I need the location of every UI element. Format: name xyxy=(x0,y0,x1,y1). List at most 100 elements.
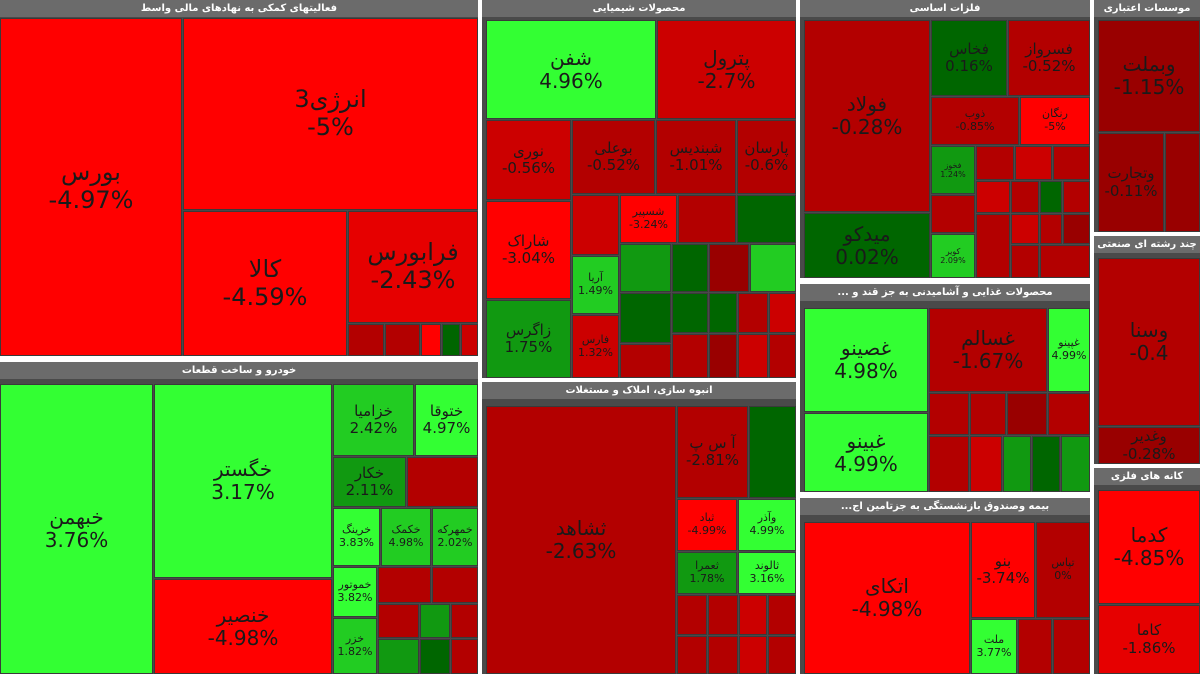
tile-khkar[interactable]: خکار 2.11% xyxy=(333,457,406,507)
tile-shafan[interactable]: شفن 4.96% xyxy=(486,20,656,119)
tile-small[interactable] xyxy=(677,636,707,674)
tile-small[interactable] xyxy=(620,293,671,343)
tile-khkamak[interactable]: خکمک 4.98% xyxy=(381,508,431,566)
tile-sharak[interactable]: شاراک -3.04% xyxy=(486,201,571,299)
tile-fkhoz[interactable]: فخوز 1.24% xyxy=(931,146,975,194)
tile-small[interactable] xyxy=(1053,146,1090,180)
tile-small[interactable] xyxy=(1040,245,1090,278)
tile-small[interactable] xyxy=(976,181,1010,213)
tile-dob[interactable]: ذوب -0.85% xyxy=(931,97,1019,145)
tile-small[interactable] xyxy=(1032,436,1060,492)
tile-small[interactable] xyxy=(348,324,384,356)
tile-khmehr[interactable]: خمهرکه 2.02% xyxy=(432,508,478,566)
tile-small[interactable] xyxy=(970,393,1006,435)
tile-small[interactable] xyxy=(976,214,1010,278)
tile-small[interactable] xyxy=(750,244,796,292)
tile-kdama[interactable]: کدما -4.85% xyxy=(1098,490,1200,604)
tile-energy3[interactable]: انرژی3 -5% xyxy=(183,18,478,210)
tile-small[interactable] xyxy=(1015,146,1052,180)
tile-shebandis[interactable]: شبندیس -1.01% xyxy=(656,120,736,194)
tile-small[interactable] xyxy=(1165,133,1200,232)
tile-small[interactable] xyxy=(672,293,708,333)
tile-small[interactable] xyxy=(572,195,619,255)
tile-tapas[interactable]: تپاس 0% xyxy=(1036,522,1090,618)
tile-small[interactable] xyxy=(1061,436,1090,492)
tile-small[interactable] xyxy=(709,244,749,292)
tile-khbahman[interactable]: خبهمن 3.76% xyxy=(0,384,153,674)
tile-small[interactable] xyxy=(738,293,768,333)
tile-shaspir[interactable]: شسپیر -3.24% xyxy=(620,195,677,243)
tile-petrol[interactable]: پترول -2.7% xyxy=(657,20,796,119)
tile-small[interactable] xyxy=(708,595,738,635)
tile-zagros[interactable]: زاگرس 1.75% xyxy=(486,300,571,378)
tile-booali[interactable]: بوعلی -0.52% xyxy=(572,120,655,194)
tile-small[interactable] xyxy=(378,639,419,674)
tile-small[interactable] xyxy=(970,436,1002,492)
tile-faraboors[interactable]: فرابورس -2.43% xyxy=(348,211,478,323)
tile-small[interactable] xyxy=(1053,619,1090,674)
tile-small[interactable] xyxy=(976,146,1014,180)
tile-aasp[interactable]: آ س پ -2.81% xyxy=(677,406,748,498)
tile-small[interactable] xyxy=(929,436,969,492)
tile-ghpino[interactable]: غپینو 4.99% xyxy=(1048,308,1090,392)
tile-thalond[interactable]: ثالوند 3.16% xyxy=(738,552,796,594)
tile-small[interactable] xyxy=(378,604,419,638)
tile-small[interactable] xyxy=(1011,245,1039,278)
tile-small[interactable] xyxy=(768,636,796,674)
tile-khzar[interactable]: خزر 1.82% xyxy=(333,618,377,674)
tile-khmooor[interactable]: خموتور 3.82% xyxy=(333,567,377,617)
tile-small[interactable] xyxy=(421,324,441,356)
tile-small[interactable] xyxy=(739,595,767,635)
tile-small[interactable] xyxy=(677,595,707,635)
tile-small[interactable] xyxy=(461,324,478,356)
tile-fars[interactable]: فارس 1.32% xyxy=(572,315,619,378)
tile-small[interactable] xyxy=(378,567,431,603)
tile-small[interactable] xyxy=(1048,393,1090,435)
tile-small[interactable] xyxy=(1063,181,1090,213)
tile-small[interactable] xyxy=(1011,181,1039,213)
tile-small[interactable] xyxy=(672,334,708,378)
tile-noori[interactable]: نوری -0.56% xyxy=(486,120,571,200)
tile-arya[interactable]: آریا 1.49% xyxy=(572,256,619,314)
tile-thmomra[interactable]: ثعمرا 1.78% xyxy=(677,552,737,594)
tile-small[interactable] xyxy=(1040,214,1062,244)
tile-vadir[interactable]: وغدیر -0.28% xyxy=(1098,427,1200,464)
tile-small[interactable] xyxy=(749,406,796,498)
tile-small[interactable] xyxy=(678,195,736,243)
tile-khnasir[interactable]: خنصیر -4.98% xyxy=(154,579,332,674)
tile-shahed[interactable]: ثشاهد -2.63% xyxy=(486,406,676,674)
tile-small[interactable] xyxy=(451,604,478,638)
tile-small[interactable] xyxy=(672,244,708,292)
tile-small[interactable] xyxy=(420,604,450,638)
tile-foolad[interactable]: فولاد -0.28% xyxy=(804,20,930,212)
tile-khzamia[interactable]: خزامیا 2.42% xyxy=(333,384,414,456)
tile-parsan[interactable]: پارسان -0.6% xyxy=(737,120,796,194)
tile-small[interactable] xyxy=(1003,436,1031,492)
tile-ghsino[interactable]: غصینو 4.98% xyxy=(804,308,928,412)
tile-small[interactable] xyxy=(1040,181,1062,213)
tile-atkai[interactable]: اتکای -4.98% xyxy=(804,522,970,674)
tile-small[interactable] xyxy=(738,334,768,378)
tile-small[interactable] xyxy=(1063,214,1090,244)
tile-small[interactable] xyxy=(451,639,478,674)
tile-vtejarat[interactable]: وتجارت -0.11% xyxy=(1098,133,1164,232)
tile-vaazar[interactable]: وآذر 4.99% xyxy=(738,499,796,551)
tile-ghsalem[interactable]: غسالم -1.67% xyxy=(929,308,1047,392)
tile-small[interactable] xyxy=(737,195,796,243)
tile-small[interactable] xyxy=(442,324,460,356)
tile-kala[interactable]: کالا -4.59% xyxy=(183,211,347,356)
tile-small[interactable] xyxy=(1011,214,1039,244)
tile-small[interactable] xyxy=(1007,393,1047,435)
tile-bno[interactable]: بنو -3.74% xyxy=(971,522,1035,618)
tile-vasna[interactable]: وسنا -0.4 xyxy=(1098,258,1200,426)
tile-ghbino[interactable]: غبینو 4.99% xyxy=(804,413,928,492)
tile-khtoga[interactable]: ختوقا 4.97% xyxy=(415,384,478,456)
tile-small[interactable] xyxy=(931,195,975,233)
tile-small[interactable] xyxy=(407,457,478,507)
tile-small[interactable] xyxy=(420,639,450,674)
tile-small[interactable] xyxy=(620,244,671,292)
tile-fesrvar[interactable]: فسرواز -0.52% xyxy=(1008,20,1090,96)
tile-small[interactable] xyxy=(432,567,478,603)
tile-thbad[interactable]: ثباد -4.99% xyxy=(677,499,737,551)
tile-small[interactable] xyxy=(709,293,737,333)
